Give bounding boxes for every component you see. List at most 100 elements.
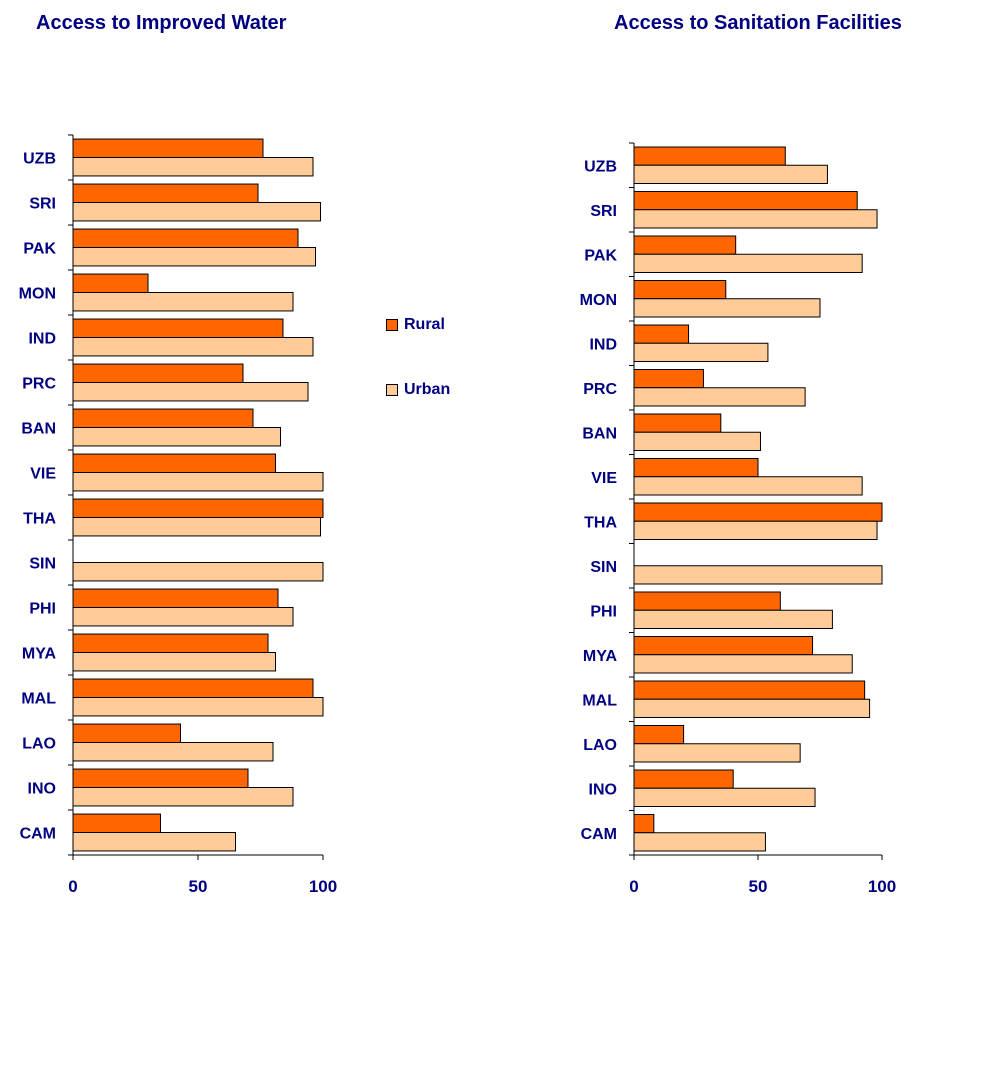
legend-label-urban: Urban [404, 381, 451, 398]
sanitation-category-label-pak: PAK [584, 247, 617, 264]
chart-title-water: Access to Improved Water [36, 12, 287, 34]
sanitation-bar-urban-pak [633, 253, 863, 273]
water-bar-rural-uzb [72, 138, 264, 159]
water-category-label-prc: PRC [22, 376, 56, 393]
water-category-label-lao: LAO [22, 736, 56, 753]
sanitation-category-label-uzb: UZB [584, 158, 617, 175]
sanitation-category-label-phi: PHI [590, 603, 617, 620]
water-category-label-pak: PAK [23, 241, 56, 258]
water-bar-urban-uzb [72, 157, 314, 177]
water-category-label-phi: PHI [29, 601, 56, 618]
sanitation-category-label-lao: LAO [583, 737, 617, 754]
sanitation-category-label-ino: INO [589, 781, 617, 798]
water-category-label-cam: CAM [20, 826, 56, 843]
water-x-tick-label: 0 [68, 877, 77, 896]
water-bar-urban-vie [72, 472, 324, 492]
sanitation-category-label-sin: SIN [590, 559, 617, 576]
legend-label-rural: Rural [404, 316, 445, 333]
water-category-label-mon: MON [19, 286, 56, 303]
water-bar-urban-sri [72, 202, 321, 222]
water-bar-rural-mon [72, 273, 149, 293]
water-bar-rural-mal [72, 678, 314, 698]
water-bar-urban-ind [72, 337, 314, 357]
sanitation-bar-rural-ind [633, 324, 690, 344]
sanitation-bar-urban-sri [633, 209, 878, 229]
sanitation-bar-urban-tha [633, 520, 878, 540]
water-bar-rural-ind [72, 318, 284, 338]
sanitation-bar-rural-lao [633, 725, 685, 745]
sanitation-bar-rural-prc [633, 369, 704, 389]
sanitation-x-tick-label: 100 [868, 877, 896, 896]
water-bar-rural-ino [72, 768, 249, 788]
water-category-label-mal: MAL [21, 691, 56, 708]
sanitation-bar-rural-pak [633, 235, 737, 255]
sanitation-bar-rural-ban [633, 413, 722, 433]
sanitation-category-label-ban: BAN [582, 425, 617, 442]
legend-item-rural: Rural [386, 316, 445, 334]
sanitation-bar-urban-ind [633, 342, 769, 362]
water-category-label-sin: SIN [29, 556, 56, 573]
legend-swatch-urban [386, 384, 398, 396]
sanitation-bar-urban-sin [633, 565, 883, 585]
water-bar-urban-ban [72, 427, 281, 447]
water-bar-urban-phi [72, 607, 294, 627]
sanitation-bar-rural-tha [633, 502, 883, 522]
sanitation-bar-urban-prc [633, 387, 806, 407]
sanitation-category-label-tha: THA [584, 514, 617, 531]
water-bar-urban-cam [72, 832, 236, 852]
sanitation-category-label-prc: PRC [583, 381, 617, 398]
sanitation-bar-urban-cam [633, 832, 766, 852]
water-bar-urban-lao [72, 742, 274, 762]
sanitation-bar-urban-mon [633, 298, 821, 318]
water-bar-rural-pak [72, 228, 299, 249]
water-bar-urban-mal [72, 697, 324, 717]
water-category-label-ino: INO [28, 781, 56, 798]
water-category-label-sri: SRI [29, 196, 56, 213]
sanitation-bar-urban-vie [633, 476, 863, 496]
sanitation-bar-rural-cam [633, 814, 655, 834]
sanitation-category-label-mon: MON [580, 292, 617, 309]
sanitation-bar-urban-ino [633, 787, 816, 807]
water-bar-urban-mon [72, 292, 294, 312]
sanitation-category-label-sri: SRI [590, 203, 617, 220]
water-category-label-tha: THA [23, 511, 56, 528]
sanitation-category-label-vie: VIE [591, 470, 617, 487]
sanitation-bar-rural-sri [633, 191, 858, 211]
sanitation-bar-rural-mya [633, 636, 814, 656]
water-category-label-ind: IND [28, 331, 56, 348]
sanitation-bar-urban-phi [633, 609, 833, 629]
water-x-tick-label: 50 [189, 877, 208, 896]
sanitation-x-tick-label: 0 [629, 877, 638, 896]
sanitation-bar-rural-uzb [633, 146, 786, 166]
water-category-label-mya: MYA [22, 646, 57, 663]
water-category-label-ban: BAN [21, 421, 56, 438]
sanitation-bar-rural-phi [633, 591, 781, 611]
water-x-tick-label: 100 [309, 877, 337, 896]
sanitation-bar-rural-mon [633, 280, 727, 300]
sanitation-bar-rural-ino [633, 769, 734, 789]
chart-title-sanitation: Access to Sanitation Facilities [614, 12, 902, 34]
water-bar-urban-mya [72, 652, 276, 672]
water-bar-urban-prc [72, 382, 309, 402]
legend-swatch-rural [386, 319, 398, 331]
sanitation-category-label-cam: CAM [581, 826, 617, 843]
water-bar-rural-lao [72, 723, 181, 743]
water-bar-rural-vie [72, 453, 276, 473]
water-bar-urban-ino [72, 787, 294, 807]
water-bar-urban-sin [72, 562, 324, 582]
sanitation-bar-rural-vie [633, 458, 759, 478]
water-bar-rural-prc [72, 363, 244, 383]
legend-item-urban: Urban [386, 381, 450, 399]
water-bar-rural-cam [72, 813, 161, 833]
sanitation-bar-urban-mya [633, 654, 853, 674]
water-bar-rural-ban [72, 408, 254, 428]
sanitation-bar-urban-lao [633, 743, 801, 763]
water-category-label-vie: VIE [30, 466, 56, 483]
water-category-label-uzb: UZB [23, 151, 56, 168]
sanitation-bar-urban-mal [633, 698, 871, 718]
sanitation-category-label-ind: IND [589, 336, 617, 353]
water-bar-urban-pak [72, 247, 316, 267]
water-bar-rural-mya [72, 633, 269, 653]
sanitation-category-label-mal: MAL [582, 692, 617, 709]
